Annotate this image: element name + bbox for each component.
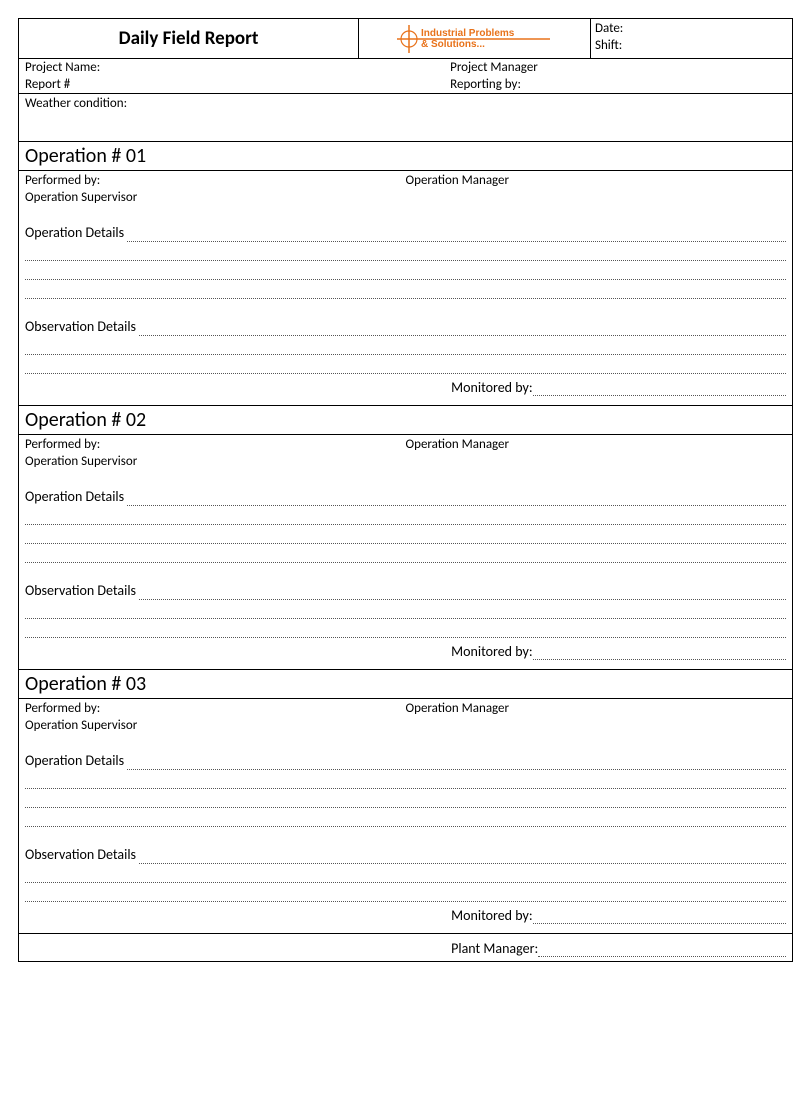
meta-row-2: Report # Reporting by: — [19, 76, 792, 94]
operation-details-label: Operation Details — [25, 752, 127, 770]
logo-cell: Industrial Problems & Solutions... — [359, 19, 591, 58]
monitored-by-fill[interactable] — [533, 644, 786, 660]
dotted-line[interactable] — [25, 506, 786, 525]
project-name-label: Project Name: — [19, 59, 444, 76]
date-shift-cell: Date: Shift: — [591, 19, 792, 58]
performed-by-label: Performed by: — [25, 173, 406, 188]
dotted-line[interactable] — [25, 544, 786, 563]
operation-block: Operation # 03Performed by:Operation Man… — [19, 670, 792, 934]
monitored-by-label: Monitored by: — [451, 643, 532, 660]
dotted-fill[interactable] — [139, 317, 786, 336]
plant-manager-row: Plant Manager: — [19, 934, 792, 961]
section-divider — [19, 396, 792, 406]
monitored-by-row: Monitored by: — [19, 902, 792, 924]
dotted-fill[interactable] — [127, 751, 786, 770]
monitored-by-row: Monitored by: — [19, 374, 792, 396]
operation-manager-label: Operation Manager — [406, 173, 787, 188]
reporting-by-label: Reporting by: — [444, 76, 792, 93]
monitored-by-fill[interactable] — [533, 380, 786, 396]
report-title: Daily Field Report — [19, 19, 359, 58]
weather-label: Weather condition: — [25, 96, 127, 111]
logo-text-1: Industrial Problems — [421, 28, 515, 39]
meta-row-1: Project Name: Project Manager — [19, 59, 792, 76]
operation-title: Operation # 03 — [19, 670, 792, 699]
operation-block: Operation # 01Performed by:Operation Man… — [19, 142, 792, 406]
performed-by-label: Performed by: — [25, 437, 406, 452]
monitored-by-row: Monitored by: — [19, 638, 792, 660]
operation-supervisor-label: Operation Supervisor — [19, 188, 792, 223]
shift-label: Shift: — [595, 38, 788, 55]
dotted-line[interactable] — [25, 280, 786, 299]
report-no-label: Report # — [19, 76, 444, 93]
operation-supervisor-label: Operation Supervisor — [19, 452, 792, 487]
observation-details-label: Observation Details — [25, 318, 139, 336]
project-manager-label: Project Manager — [444, 59, 792, 76]
operation-block: Operation # 02Performed by:Operation Man… — [19, 406, 792, 670]
plant-manager-label: Plant Manager: — [451, 940, 538, 957]
operation-meta: Performed by:Operation Manager — [19, 435, 792, 452]
header-row: Daily Field Report Industrial Problems &… — [19, 19, 792, 59]
dotted-line[interactable] — [25, 261, 786, 280]
monitored-by-fill[interactable] — [533, 908, 786, 924]
observation-details-label: Observation Details — [25, 582, 139, 600]
dotted-line[interactable] — [25, 864, 786, 883]
operation-manager-label: Operation Manager — [406, 701, 787, 716]
dotted-line[interactable] — [25, 355, 786, 374]
weather-row: Weather condition: — [19, 94, 792, 142]
logo-text-2: & Solutions... — [421, 39, 485, 50]
dotted-line[interactable] — [25, 600, 786, 619]
dotted-line[interactable] — [25, 883, 786, 902]
monitored-by-label: Monitored by: — [451, 379, 532, 396]
dotted-line[interactable] — [25, 242, 786, 261]
observation-details-label: Observation Details — [25, 846, 139, 864]
plant-manager-fill[interactable] — [538, 941, 786, 957]
dotted-line[interactable] — [25, 619, 786, 638]
section-divider — [19, 924, 792, 934]
dotted-line[interactable] — [25, 789, 786, 808]
section-divider — [19, 660, 792, 670]
company-logo-icon: Industrial Problems & Solutions... — [395, 23, 555, 55]
dotted-fill[interactable] — [139, 845, 786, 864]
dotted-line[interactable] — [25, 525, 786, 544]
dotted-fill[interactable] — [139, 581, 786, 600]
operation-details-label: Operation Details — [25, 488, 127, 506]
dotted-line[interactable] — [25, 336, 786, 355]
dotted-line[interactable] — [25, 770, 786, 789]
operation-title: Operation # 01 — [19, 142, 792, 171]
performed-by-label: Performed by: — [25, 701, 406, 716]
dotted-fill[interactable] — [127, 487, 786, 506]
report-sheet: Daily Field Report Industrial Problems &… — [18, 18, 793, 962]
dotted-fill[interactable] — [127, 223, 786, 242]
operation-details-label: Operation Details — [25, 224, 127, 242]
operation-title: Operation # 02 — [19, 406, 792, 435]
date-label: Date: — [595, 21, 788, 38]
operation-meta: Performed by:Operation Manager — [19, 171, 792, 188]
dotted-line[interactable] — [25, 808, 786, 827]
monitored-by-label: Monitored by: — [451, 907, 532, 924]
operation-manager-label: Operation Manager — [406, 437, 787, 452]
operation-meta: Performed by:Operation Manager — [19, 699, 792, 716]
operation-supervisor-label: Operation Supervisor — [19, 716, 792, 751]
